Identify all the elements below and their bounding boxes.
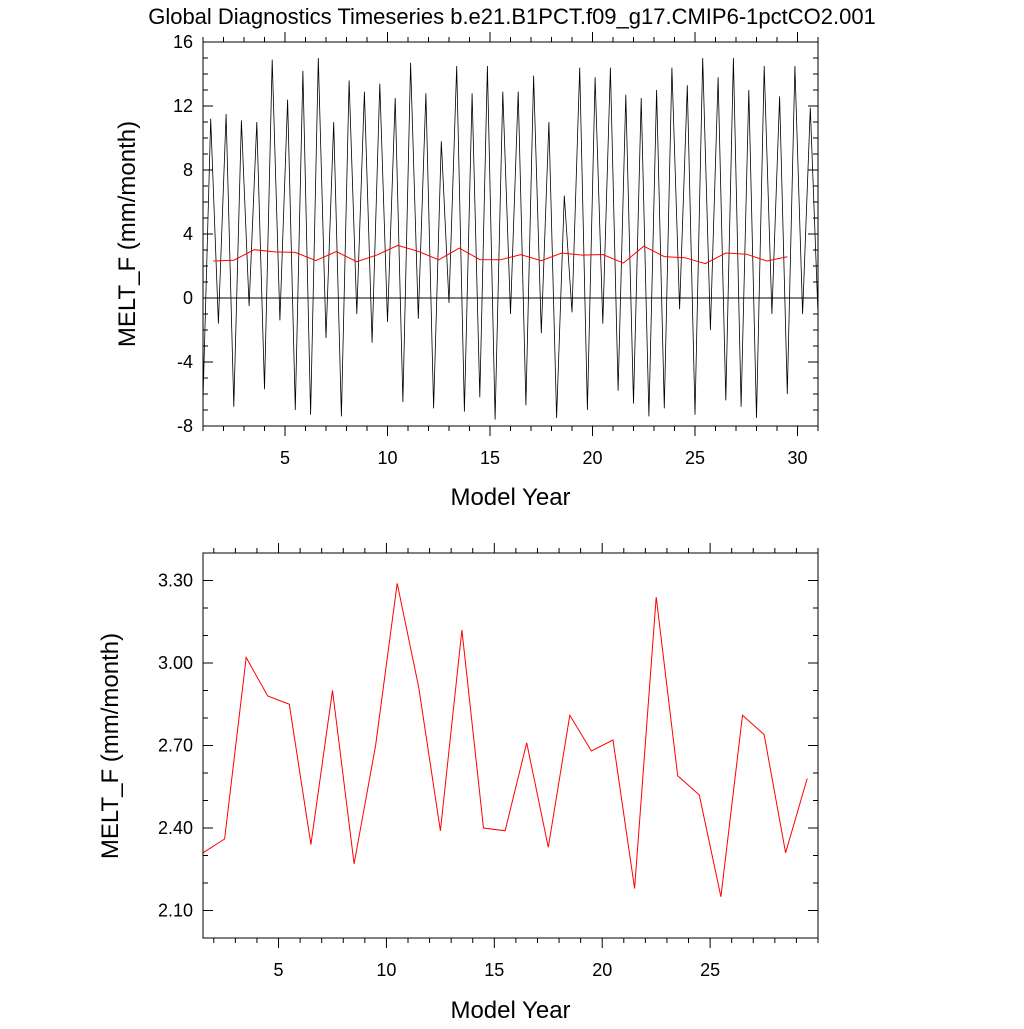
x-tick-label: 5 (274, 960, 284, 980)
y-tick-label: 16 (173, 32, 193, 52)
top-x-axis-label: Model Year (450, 484, 570, 511)
x-tick-label: 25 (685, 448, 705, 468)
y-tick-label: -4 (177, 352, 193, 372)
y-tick-label: 2.70 (158, 736, 193, 756)
y-tick-label: 0 (183, 288, 193, 308)
x-tick-label: 25 (700, 960, 720, 980)
bottom-x-axis-label: Model Year (450, 997, 570, 1024)
bottom-series-layer (203, 583, 807, 897)
y-tick-label: 3.30 (158, 571, 193, 591)
y-tick-label: -8 (177, 416, 193, 436)
bottom-ticks-layer: 2.10 2.40 2.70 3.00 3.30 5 10 15 20 25 (158, 543, 818, 980)
top-panel: -8 -4 0 4 8 12 16 5 10 15 20 25 30 Model Year MELT_F… (114, 32, 818, 511)
x-tick-label: 10 (376, 960, 396, 980)
x-tick-label: 5 (280, 448, 290, 468)
top-series-layer (203, 58, 818, 420)
x-tick-label: 15 (484, 960, 504, 980)
bottom-y-axis-label: MELT_F (mm/month) (97, 633, 124, 859)
y-tick-label: 2.10 (158, 901, 193, 921)
annual-mean-series-line (213, 245, 787, 263)
top-plot-frame (203, 42, 818, 426)
monthly-series-line (203, 58, 818, 420)
y-tick-label: 4 (183, 224, 193, 244)
y-tick-label: 12 (173, 96, 193, 116)
chart-title: Global Diagnostics Timeseries b.e21.B1PC… (148, 4, 876, 29)
top-y-axis-label: MELT_F (mm/month) (114, 121, 141, 347)
x-tick-label: 20 (582, 448, 602, 468)
bottom-panel: 2.10 2.40 2.70 3.00 3.30 5 10 15 20 25 Model Year… (97, 543, 818, 1024)
y-tick-label: 8 (183, 160, 193, 180)
x-tick-label: 15 (480, 448, 500, 468)
y-tick-label: 3.00 (158, 653, 193, 673)
annual-mean-series-line (203, 583, 807, 897)
x-tick-label: 10 (377, 448, 397, 468)
x-tick-label: 20 (592, 960, 612, 980)
y-tick-label: 2.40 (158, 818, 193, 838)
x-tick-label: 30 (787, 448, 807, 468)
